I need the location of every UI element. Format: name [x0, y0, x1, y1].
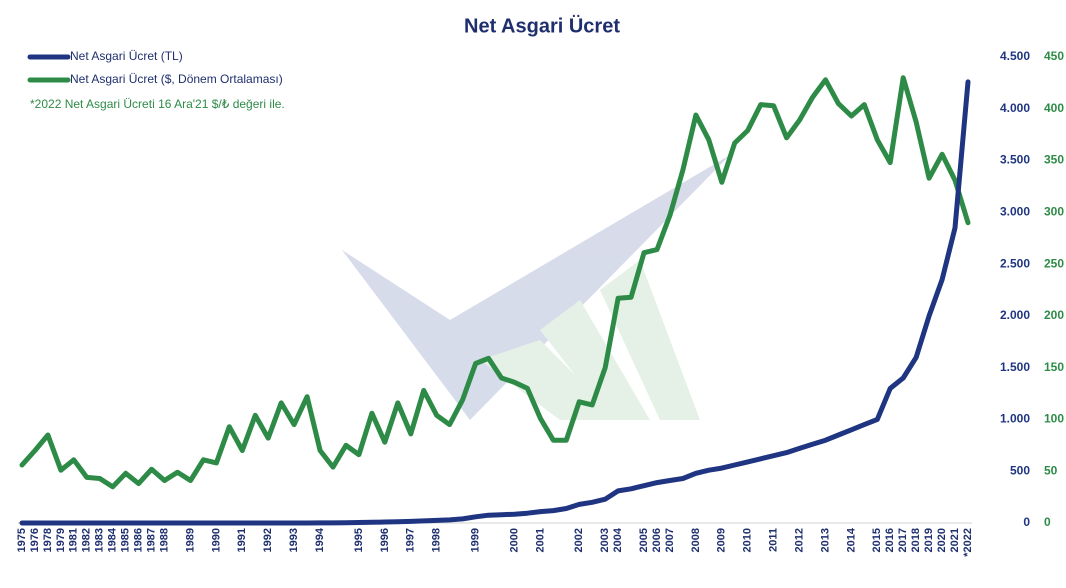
x-tick-label: 1993	[288, 528, 300, 552]
y-tick-label: 2.500	[1000, 256, 1030, 270]
y2-tick-label: 450	[1044, 49, 1064, 63]
x-tick-label: 2011	[768, 528, 780, 552]
y2-tick-label: 250	[1044, 256, 1064, 270]
x-tick-label: 1999	[469, 528, 481, 552]
x-tick-label: 1995	[353, 528, 365, 552]
watermark-check	[342, 155, 730, 420]
y2-tick-label: 0	[1044, 515, 1051, 529]
series-line	[19, 79, 971, 526]
x-tick-label: 1981	[68, 528, 80, 552]
x-tick-label: 2000	[508, 528, 520, 552]
x-tick-label: 2010	[742, 528, 754, 552]
y-tick-label: 2.000	[1000, 308, 1030, 322]
x-tick-label: 1975	[16, 528, 28, 552]
x-tick-label: 1985	[120, 528, 132, 552]
x-tick-label: 1996	[379, 528, 391, 552]
y2-tick-label: 350	[1044, 153, 1064, 167]
x-tick-label: 1976	[29, 528, 41, 552]
watermark	[342, 155, 730, 420]
y-tick-label: 1.000	[1000, 412, 1030, 426]
x-tick-label: 1994	[314, 527, 326, 552]
x-tick-label: 1998	[431, 528, 443, 552]
x-tick-label: *2022	[962, 528, 974, 557]
x-tick-label: 2018	[910, 528, 922, 552]
watermark-stripe	[480, 340, 620, 420]
x-tick-label: 2005	[638, 528, 650, 552]
x-tick-label: 2008	[690, 528, 702, 552]
y-tick-label: 0	[1023, 515, 1030, 529]
y2-tick-label: 300	[1044, 205, 1064, 219]
x-tick-label: 2021	[949, 528, 961, 552]
y2-tick-label: 400	[1044, 101, 1064, 115]
y-tick-label: 3.000	[1000, 205, 1030, 219]
x-tick-label: 2020	[936, 528, 948, 552]
x-tick-label: 2009	[716, 528, 728, 552]
x-tick-label: 1984	[107, 527, 119, 552]
x-tick-label: 1992	[262, 528, 274, 552]
x-tick-label: 2001	[534, 528, 546, 552]
x-tick-label: 1990	[210, 528, 222, 552]
x-tick-label: 2016	[884, 528, 896, 552]
x-tick-label: 1979	[55, 528, 67, 552]
x-tick-label: 2006	[651, 528, 663, 552]
y-tick-label: 4.500	[1000, 49, 1030, 63]
x-tick-label: 2013	[819, 528, 831, 552]
y-tick-label: 500	[1010, 463, 1030, 477]
x-tick-label: 2014	[845, 527, 857, 552]
y2-tick-label: 200	[1044, 308, 1064, 322]
annotation: *2022 Net Asgari Ücreti 16 Ara'21 $/₺ de…	[30, 97, 285, 111]
y-tick-label: 3.500	[1000, 153, 1030, 167]
x-tick-label: 1991	[236, 528, 248, 552]
x-tick-label: 2002	[573, 528, 585, 552]
x-tick-label: 1983	[94, 528, 106, 552]
x-tick-label: 2017	[897, 528, 909, 552]
x-tick-label: 1987	[145, 528, 157, 552]
x-tick-label: 1978	[42, 528, 54, 552]
x-tick-label: 1986	[133, 528, 145, 552]
x-tick-label: 1997	[405, 528, 417, 552]
legend-label: Net Asgari Ücret ($, Dönem Ortalaması)	[70, 72, 283, 86]
y2-tick-label: 150	[1044, 360, 1064, 374]
x-tick-label: 1989	[184, 528, 196, 552]
x-tick-label: 2019	[923, 528, 935, 552]
x-tick-label: 2012	[793, 528, 805, 552]
y2-tick-label: 50	[1044, 463, 1058, 477]
x-tick-label: 2003	[599, 528, 611, 552]
watermark-stripe	[540, 300, 650, 420]
x-tick-label: 1982	[81, 528, 93, 552]
x-tick-label: 1988	[158, 528, 170, 552]
x-tick-label: 2015	[871, 528, 883, 552]
y2-tick-label: 100	[1044, 412, 1064, 426]
y-tick-label: 1.500	[1000, 360, 1030, 374]
x-tick-label: 2007	[664, 528, 676, 552]
series-line	[19, 75, 971, 490]
y-tick-label: 4.000	[1000, 101, 1030, 115]
x-tick-label: 2004	[612, 527, 624, 552]
chart-title: Net Asgari Ücret	[464, 14, 620, 37]
legend-label: Net Asgari Ücret (TL)	[70, 49, 183, 63]
